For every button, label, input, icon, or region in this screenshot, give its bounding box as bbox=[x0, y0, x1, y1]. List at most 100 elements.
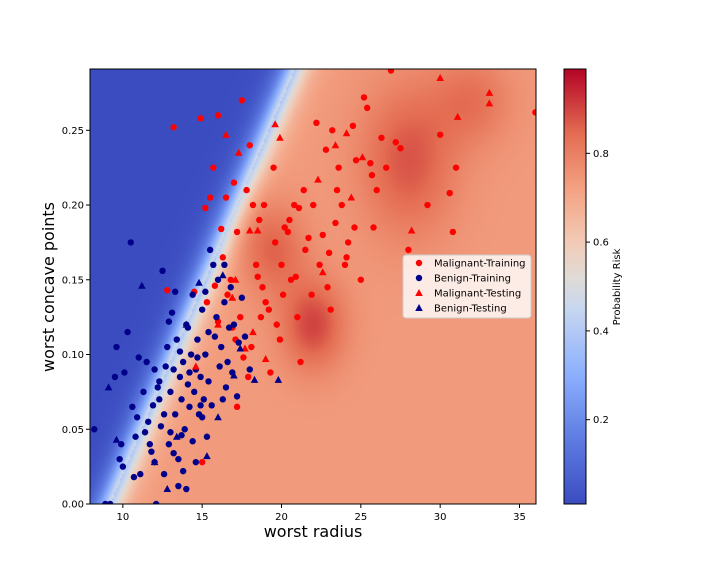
data-point bbox=[116, 455, 123, 463]
colorbar-tick-label: 0.6 bbox=[593, 238, 609, 249]
data-point bbox=[300, 186, 307, 194]
data-point bbox=[216, 363, 223, 370]
data-point bbox=[181, 426, 188, 433]
data-point bbox=[453, 112, 462, 120]
data-point bbox=[186, 369, 193, 376]
data-point bbox=[290, 201, 298, 209]
data-point bbox=[276, 336, 284, 343]
data-point bbox=[160, 411, 168, 418]
series-malignant-testing bbox=[192, 73, 494, 370]
data-point bbox=[113, 343, 120, 351]
data-point bbox=[179, 467, 187, 475]
legend-item: Benign-Testing bbox=[415, 304, 507, 315]
colorbar-tick-label: 0.8 bbox=[593, 149, 609, 160]
data-point bbox=[397, 145, 404, 152]
data-point bbox=[145, 418, 152, 425]
data-point bbox=[213, 313, 220, 321]
data-point bbox=[164, 287, 171, 294]
data-point bbox=[179, 358, 187, 366]
data-point bbox=[222, 194, 230, 201]
legend: Malignant-Training Benign-Training Maligna… bbox=[402, 254, 532, 319]
data-point bbox=[159, 267, 166, 275]
data-point bbox=[449, 228, 457, 236]
data-point bbox=[246, 366, 253, 373]
data-point bbox=[170, 449, 177, 457]
data-point bbox=[202, 351, 209, 358]
y-tick-label: 0.15 bbox=[62, 275, 84, 286]
data-point bbox=[248, 343, 255, 351]
data-point bbox=[168, 309, 176, 316]
data-point bbox=[392, 139, 399, 146]
data-point bbox=[202, 288, 209, 295]
colorbar-tick-label: 0.2 bbox=[593, 415, 609, 426]
data-point bbox=[407, 226, 416, 234]
x-tick-label: 15 bbox=[196, 512, 209, 523]
data-point bbox=[352, 156, 360, 164]
data-point bbox=[203, 298, 211, 306]
y-tick-label: 0.05 bbox=[62, 425, 84, 436]
data-point bbox=[146, 441, 154, 448]
data-point bbox=[325, 249, 333, 257]
series-benign-testing bbox=[104, 271, 283, 493]
data-point bbox=[319, 231, 326, 239]
data-point bbox=[316, 261, 323, 269]
y-tick-label: 0.10 bbox=[62, 350, 84, 361]
x-tick-label: 30 bbox=[434, 512, 447, 523]
data-point bbox=[130, 473, 138, 481]
data-point bbox=[333, 186, 341, 194]
colorbar-ticks: 0.2 0.4 0.6 0.8 bbox=[586, 149, 609, 426]
data-point bbox=[163, 485, 172, 493]
data-point bbox=[121, 369, 128, 376]
data-point bbox=[342, 129, 351, 137]
data-point bbox=[189, 291, 196, 298]
data-point bbox=[140, 388, 147, 396]
data-point bbox=[156, 378, 163, 385]
data-point bbox=[138, 281, 146, 289]
data-point bbox=[151, 366, 158, 373]
data-point bbox=[327, 306, 334, 313]
data-point bbox=[187, 351, 195, 358]
data-point bbox=[227, 276, 234, 283]
data-point bbox=[446, 189, 453, 197]
data-point bbox=[150, 458, 159, 466]
data-point bbox=[197, 402, 204, 409]
data-point bbox=[274, 375, 283, 383]
data-point bbox=[152, 500, 160, 504]
legend-marker bbox=[415, 289, 423, 296]
data-point bbox=[246, 142, 253, 149]
data-point bbox=[102, 500, 109, 504]
data-point bbox=[241, 344, 249, 352]
data-point bbox=[154, 384, 161, 391]
data-point bbox=[383, 164, 390, 171]
data-point bbox=[156, 396, 163, 403]
data-point bbox=[238, 294, 246, 301]
data-point bbox=[197, 373, 204, 381]
data-point bbox=[143, 358, 150, 366]
data-point bbox=[218, 343, 225, 351]
data-point bbox=[252, 261, 260, 269]
points-layer bbox=[91, 69, 536, 504]
y-axis: 0.00 0.05 0.10 0.15 0.20 0.25 bbox=[62, 126, 90, 511]
data-point bbox=[210, 164, 217, 171]
data-point bbox=[211, 282, 219, 289]
legend-item: Malignant-Training bbox=[415, 259, 526, 270]
colorbar-gradient bbox=[563, 68, 587, 505]
data-point bbox=[253, 226, 262, 234]
data-point bbox=[170, 366, 177, 373]
data-point bbox=[294, 313, 301, 321]
data-point bbox=[182, 320, 191, 328]
data-point bbox=[184, 381, 192, 388]
data-point bbox=[183, 485, 190, 493]
data-point bbox=[172, 432, 181, 440]
colorbar: 0.2 0.4 0.6 0.8 Probability Risk bbox=[563, 68, 623, 505]
data-point bbox=[214, 413, 222, 421]
data-point bbox=[170, 124, 177, 131]
data-point bbox=[259, 284, 266, 291]
x-axis-label: worst radius bbox=[264, 522, 363, 541]
x-tick-label: 10 bbox=[116, 512, 129, 523]
data-point bbox=[305, 234, 312, 242]
data-point bbox=[167, 429, 174, 436]
legend-marker bbox=[415, 259, 423, 267]
data-point bbox=[485, 99, 494, 107]
